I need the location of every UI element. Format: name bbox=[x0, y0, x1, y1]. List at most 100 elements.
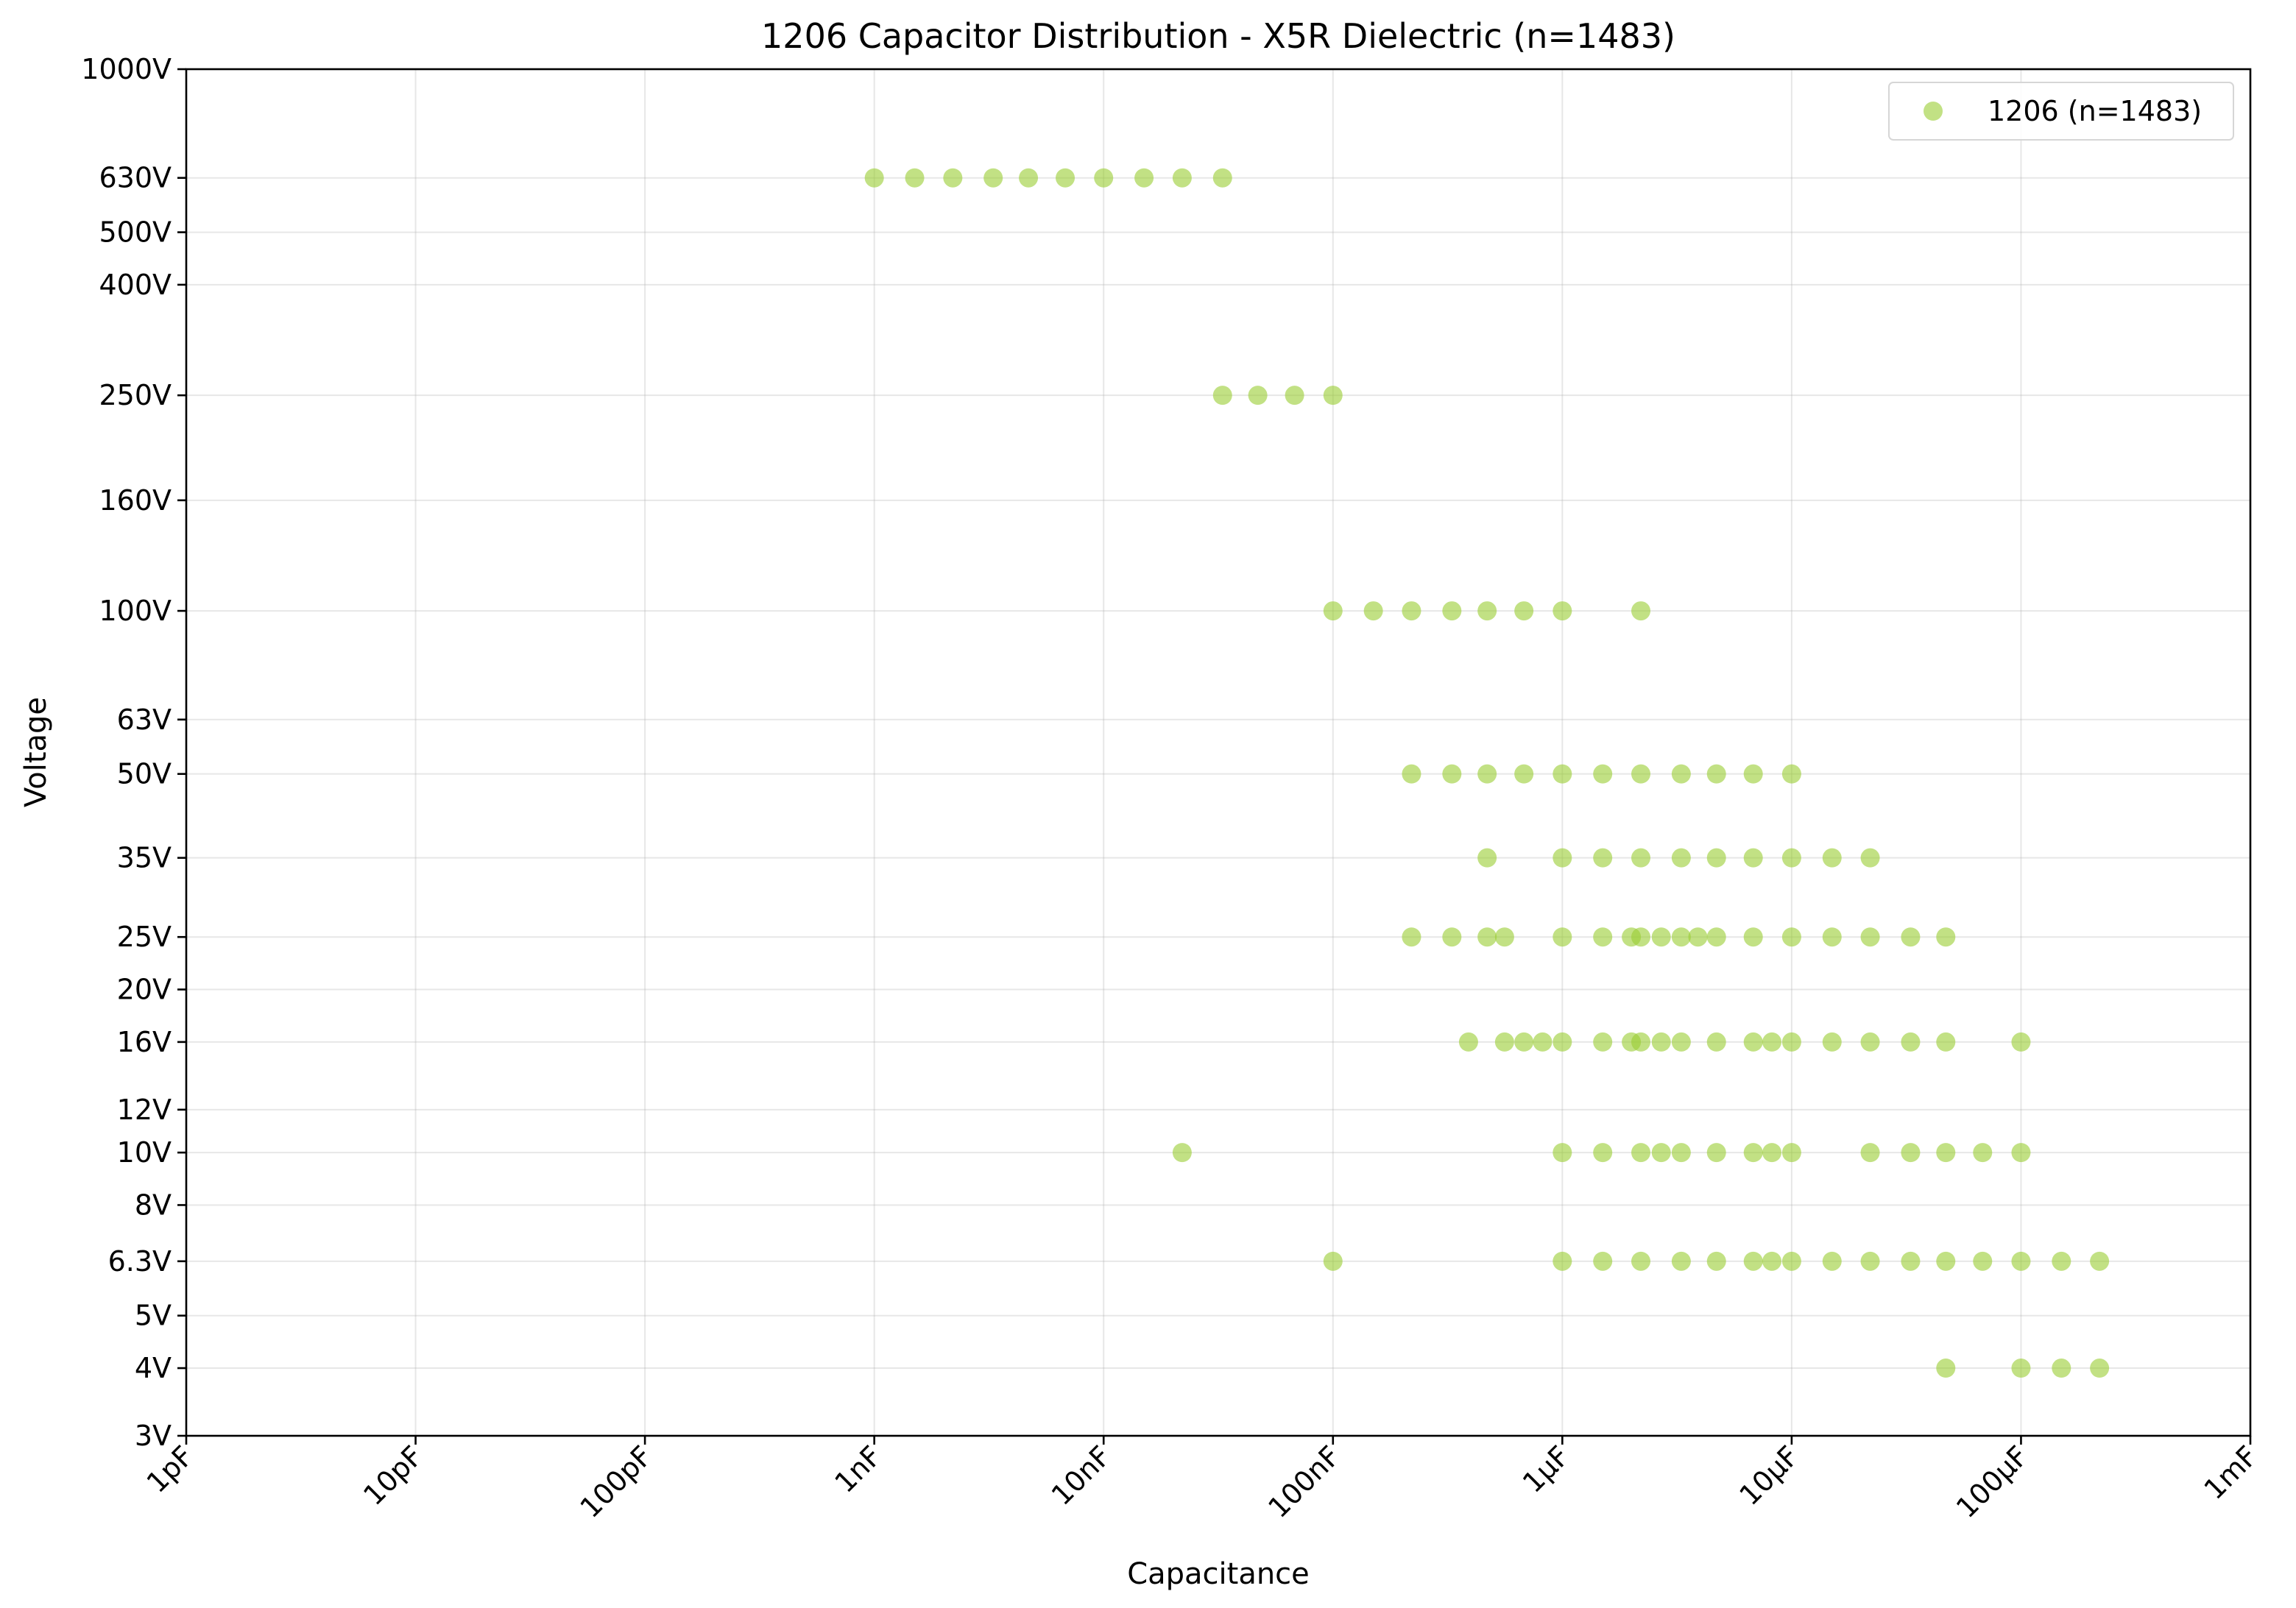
x-axis-label: Capacitance bbox=[1127, 1557, 1310, 1591]
data-point bbox=[1477, 927, 1497, 947]
data-point bbox=[1688, 927, 1708, 947]
data-point bbox=[1056, 168, 1075, 188]
data-point bbox=[1671, 927, 1691, 947]
y-tick-label: 4V bbox=[135, 1352, 172, 1384]
data-point bbox=[1212, 168, 1232, 188]
data-point bbox=[1593, 1251, 1613, 1271]
data-point bbox=[1533, 1032, 1553, 1052]
data-point bbox=[1514, 601, 1534, 621]
data-point bbox=[1477, 848, 1497, 868]
data-point bbox=[1901, 1251, 1921, 1271]
data-point bbox=[1553, 601, 1572, 621]
data-point bbox=[1936, 1359, 1956, 1378]
data-point bbox=[1593, 848, 1613, 868]
data-point bbox=[2090, 1251, 2110, 1271]
data-point bbox=[1323, 601, 1343, 621]
data-point bbox=[1822, 1251, 1842, 1271]
data-point bbox=[983, 168, 1003, 188]
y-tick-label: 50V bbox=[117, 758, 172, 790]
data-point bbox=[1706, 927, 1726, 947]
y-tick-label: 500V bbox=[99, 216, 172, 249]
y-tick-label: 8V bbox=[135, 1189, 172, 1221]
data-point bbox=[1494, 927, 1514, 947]
data-point bbox=[1706, 1032, 1726, 1052]
data-point bbox=[1553, 848, 1572, 868]
data-point bbox=[1553, 1251, 1572, 1271]
data-point bbox=[1936, 927, 1956, 947]
data-point bbox=[1936, 1032, 1956, 1052]
data-point bbox=[1553, 1032, 1572, 1052]
legend-box bbox=[1888, 82, 2234, 141]
legend-marker bbox=[1924, 102, 1943, 121]
y-tick-label: 630V bbox=[99, 162, 172, 194]
data-point bbox=[1442, 927, 1462, 947]
y-tick-label: 12V bbox=[117, 1094, 172, 1126]
data-point bbox=[1458, 1032, 1478, 1052]
data-point bbox=[1631, 601, 1651, 621]
data-point bbox=[1631, 764, 1651, 784]
data-point bbox=[1631, 1032, 1651, 1052]
data-point bbox=[1743, 1143, 1763, 1163]
data-point bbox=[1671, 1032, 1691, 1052]
data-point bbox=[1781, 1251, 1801, 1271]
data-point bbox=[1553, 927, 1572, 947]
y-tick-label: 63V bbox=[117, 704, 172, 736]
data-point bbox=[1822, 927, 1842, 947]
data-point bbox=[1442, 764, 1462, 784]
data-point bbox=[1494, 1032, 1514, 1052]
data-point bbox=[1743, 764, 1763, 784]
data-point bbox=[1553, 1143, 1572, 1163]
data-point bbox=[1743, 927, 1763, 947]
points-layer bbox=[864, 168, 2110, 1378]
y-tick-label: 100V bbox=[99, 595, 172, 627]
data-point bbox=[1172, 168, 1192, 188]
data-point bbox=[1094, 168, 1114, 188]
data-point bbox=[1593, 1143, 1613, 1163]
data-point bbox=[1762, 1251, 1782, 1271]
data-point bbox=[1593, 1032, 1613, 1052]
y-tick-label: 6.3V bbox=[108, 1245, 172, 1278]
data-point bbox=[1781, 764, 1801, 784]
y-axis-ticks: 3V 4V 5V 6.3V 8V 10V 12V 16V 20V 25V 35V 50V 63V 100V… bbox=[81, 53, 186, 1452]
y-tick-label: 5V bbox=[135, 1300, 172, 1332]
data-point bbox=[2052, 1359, 2071, 1378]
data-point bbox=[1762, 1032, 1782, 1052]
data-point bbox=[2090, 1359, 2110, 1378]
data-point bbox=[1706, 1143, 1726, 1163]
y-tick-label: 400V bbox=[99, 269, 172, 301]
data-point bbox=[1781, 848, 1801, 868]
chart-title: 1206 Capacitor Distribution - X5R Dielec… bbox=[761, 16, 1675, 56]
data-point bbox=[1860, 1143, 1880, 1163]
data-point bbox=[1323, 386, 1343, 405]
data-point bbox=[1134, 168, 1154, 188]
y-axis-label: Voltage bbox=[19, 697, 53, 807]
data-point bbox=[1901, 1143, 1921, 1163]
data-point bbox=[2011, 1032, 2031, 1052]
data-point bbox=[1781, 927, 1801, 947]
data-point bbox=[1631, 1143, 1651, 1163]
data-point bbox=[1706, 848, 1726, 868]
data-point bbox=[1762, 1143, 1782, 1163]
plot-frame bbox=[185, 68, 2252, 1437]
legend-label: 1206 (n=1483) bbox=[1988, 95, 2202, 127]
data-point bbox=[2011, 1143, 2031, 1163]
data-point bbox=[1936, 1251, 1956, 1271]
data-point bbox=[1781, 1143, 1801, 1163]
y-tick-label: 16V bbox=[117, 1026, 172, 1058]
data-point bbox=[1631, 1251, 1651, 1271]
data-point bbox=[1743, 1032, 1763, 1052]
data-point bbox=[1671, 1251, 1691, 1271]
data-point bbox=[1477, 764, 1497, 784]
data-point bbox=[1323, 1251, 1343, 1271]
data-point bbox=[1285, 386, 1304, 405]
data-point bbox=[1593, 927, 1613, 947]
data-point bbox=[1973, 1143, 1993, 1163]
data-point bbox=[1822, 1032, 1842, 1052]
data-point bbox=[1936, 1143, 1956, 1163]
data-point bbox=[2011, 1251, 2031, 1271]
data-point bbox=[1706, 1251, 1726, 1271]
data-point bbox=[943, 168, 963, 188]
data-point bbox=[1593, 764, 1613, 784]
